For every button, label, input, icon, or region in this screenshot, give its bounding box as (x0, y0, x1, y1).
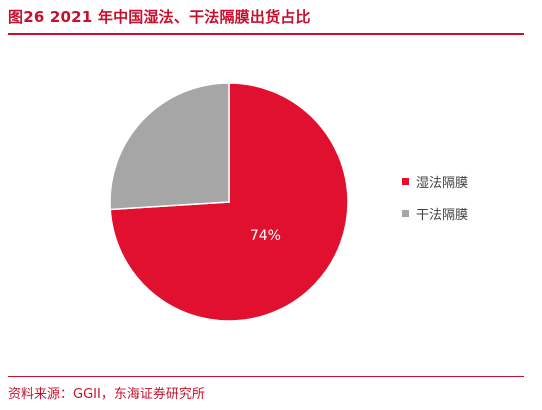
title-divider (8, 33, 524, 35)
source-note: 资料来源：GGII，东海证券研究所 (8, 387, 205, 402)
legend-item-wet: 湿法隔膜 (402, 171, 468, 191)
legend-item-dry: 干法隔膜 (402, 203, 468, 223)
source-divider (8, 376, 524, 377)
legend-label-wet: 湿法隔膜 (416, 175, 469, 191)
data-label-wet: 74% (250, 228, 281, 244)
chart-title: 图26 2021 年中国湿法、干法隔膜出货占比 (8, 8, 311, 26)
chart-legend: 湿法隔膜 干法隔膜 (402, 171, 468, 235)
legend-swatch-dry (402, 209, 409, 217)
legend-label-dry: 干法隔膜 (416, 207, 469, 223)
pie-slice-dry (109, 82, 230, 211)
legend-swatch-wet (402, 177, 409, 185)
